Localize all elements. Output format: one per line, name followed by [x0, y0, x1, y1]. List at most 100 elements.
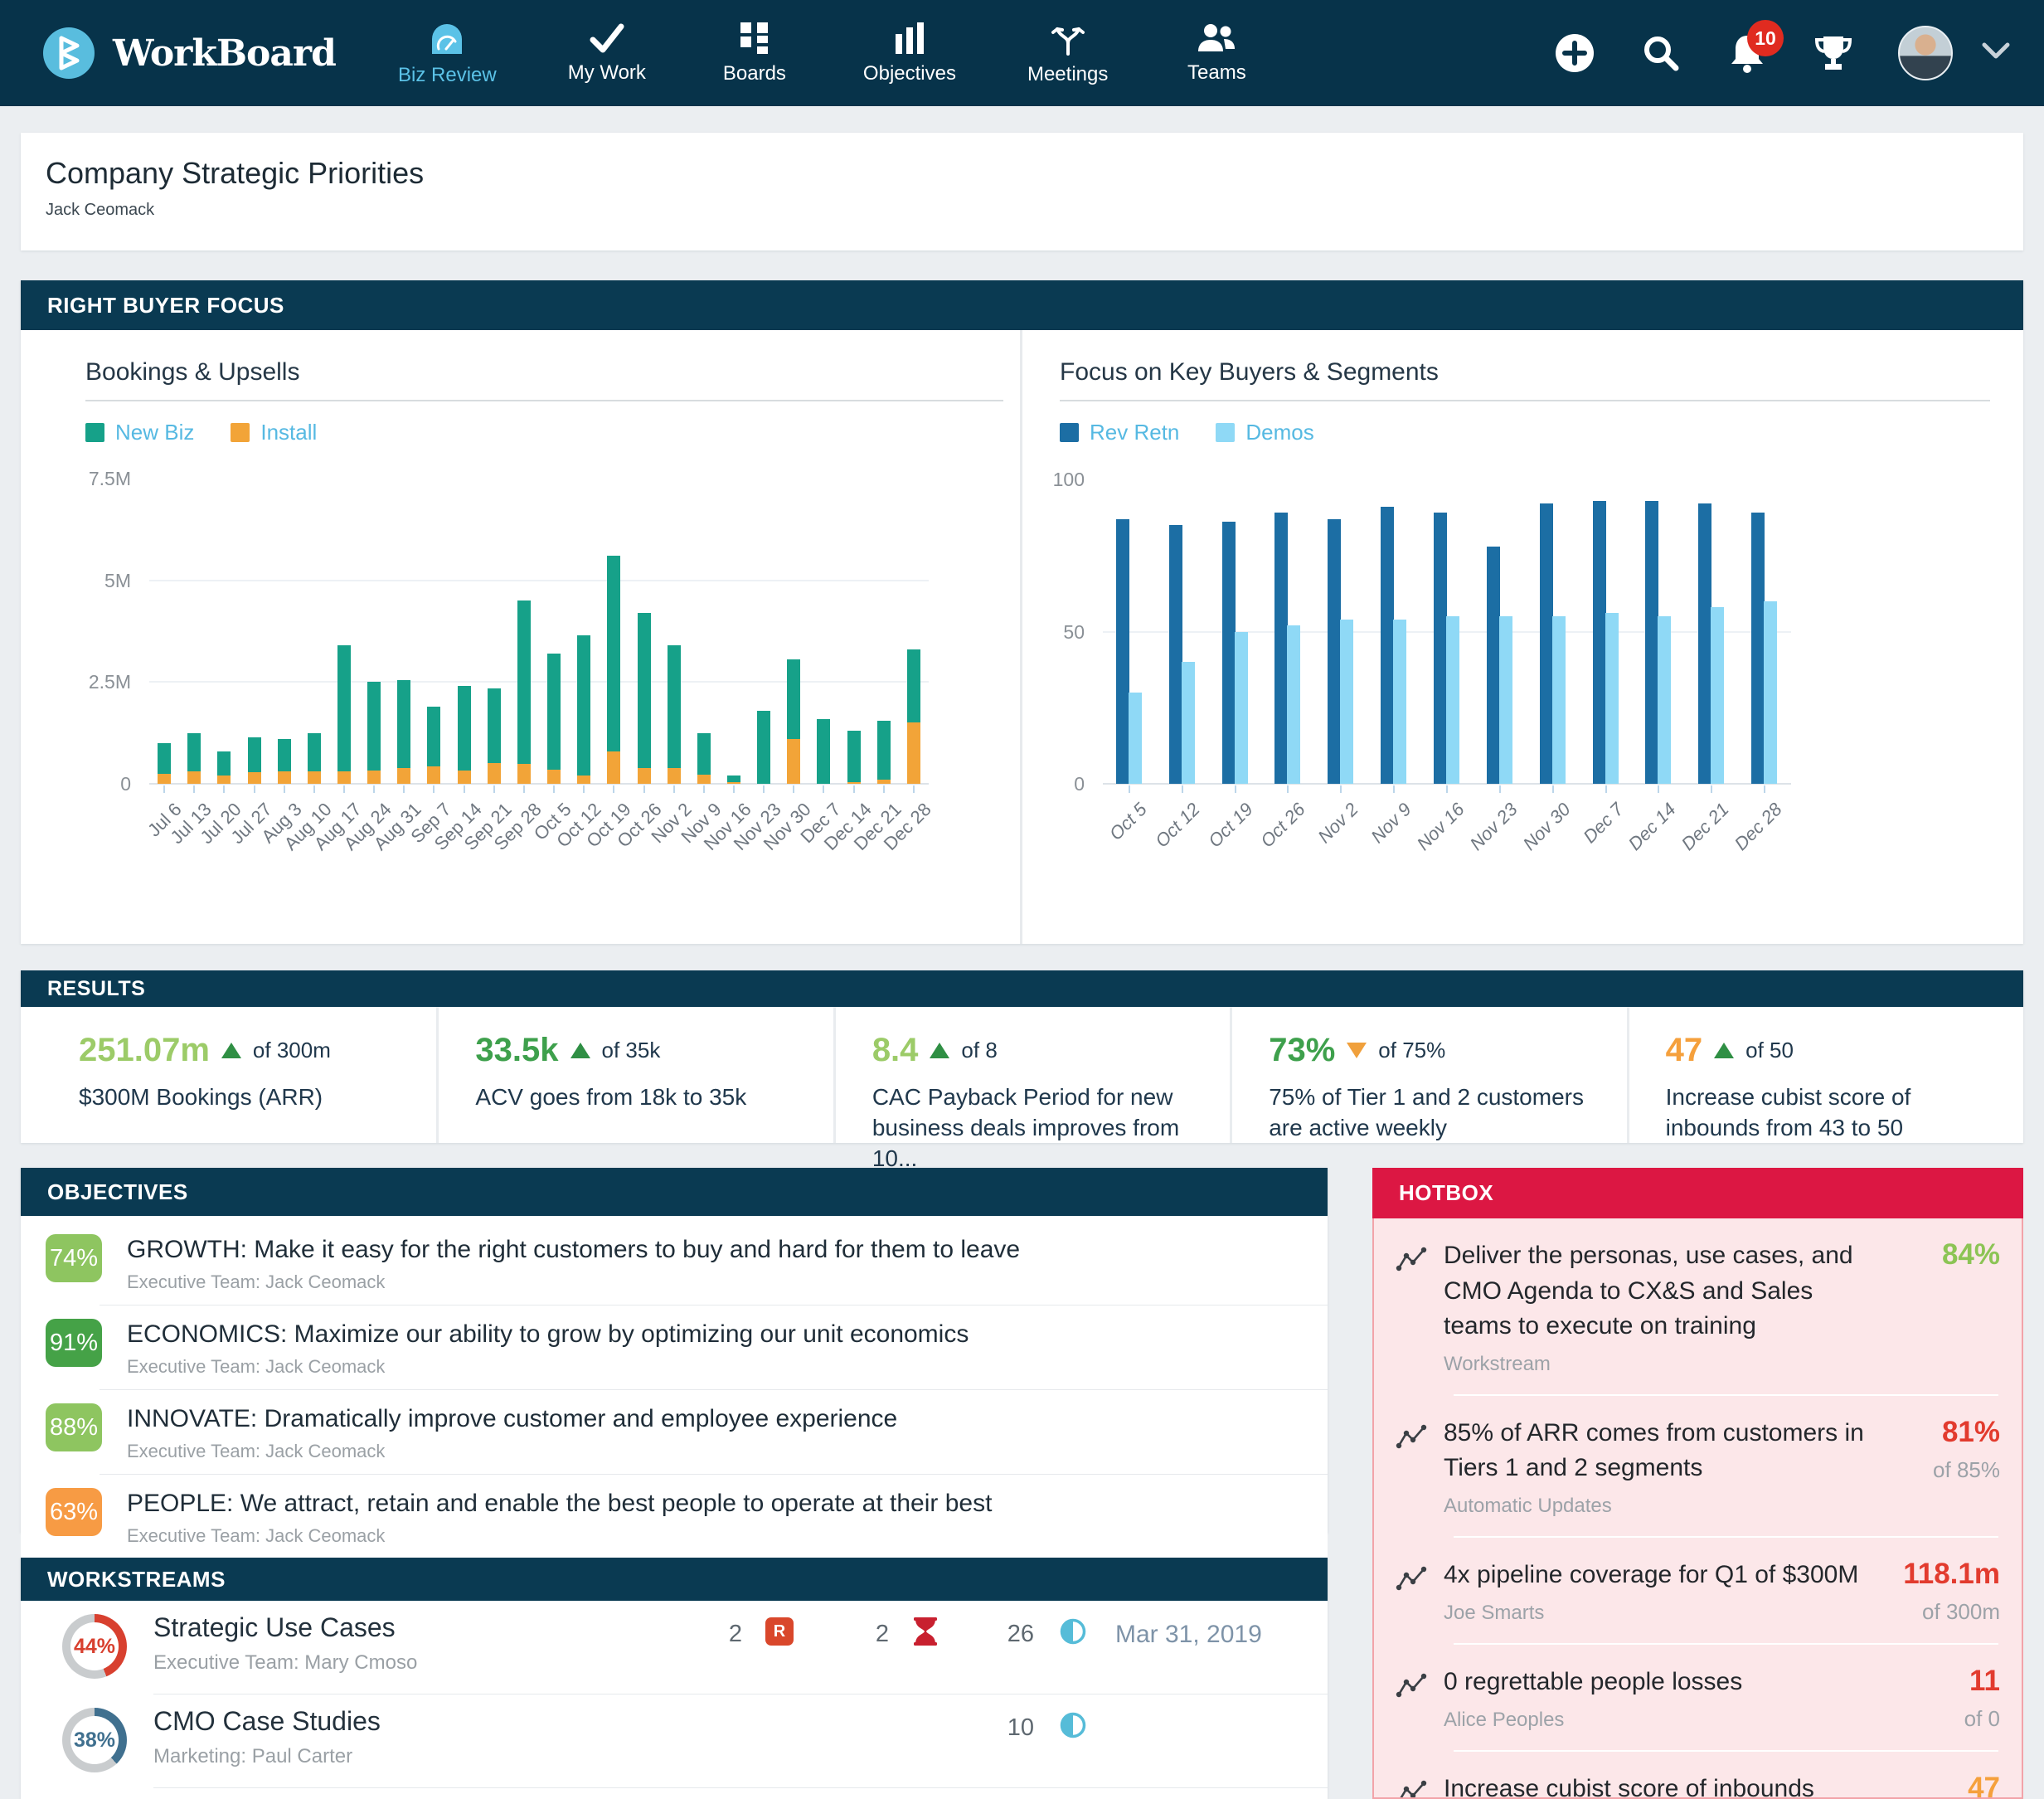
bar-new-biz[interactable] [847, 731, 861, 782]
bar-install[interactable] [337, 771, 351, 784]
nav-item-meetings[interactable]: Meetings [1027, 20, 1108, 86]
bar-rev-retn[interactable] [1168, 525, 1182, 784]
hotbox-item[interactable]: 0 regrettable people losses Alice People… [1374, 1645, 2022, 1750]
bar-new-biz[interactable] [487, 688, 501, 764]
legend-item[interactable]: New Biz [85, 420, 194, 445]
bar-install[interactable] [277, 771, 291, 784]
bar-install[interactable] [158, 773, 172, 784]
bar-rev-retn[interactable] [1221, 522, 1236, 784]
bar-demos[interactable] [1181, 662, 1195, 784]
bar-demos[interactable] [1551, 616, 1566, 784]
bar-new-biz[interactable] [517, 600, 531, 765]
bar-install[interactable] [547, 769, 561, 784]
nav-item-biz-review[interactable]: Biz Review [398, 19, 497, 87]
bar-new-biz[interactable] [217, 751, 231, 776]
add-icon[interactable] [1553, 32, 1596, 75]
search-icon[interactable] [1639, 32, 1682, 75]
bar-install[interactable] [847, 781, 861, 784]
hourglass-icon[interactable] [912, 1617, 939, 1650]
bar-install[interactable] [577, 776, 591, 784]
bar-rev-retn[interactable] [1434, 513, 1447, 784]
bar-demos[interactable] [1764, 600, 1778, 784]
trophy-icon[interactable] [1812, 32, 1855, 75]
bar-rev-retn[interactable] [1645, 500, 1659, 784]
bar-new-biz[interactable] [577, 635, 591, 776]
bar-install[interactable] [697, 775, 711, 784]
chevron-down-icon[interactable] [1981, 41, 2011, 66]
r-badge-icon[interactable]: R [765, 1617, 794, 1646]
objective-row[interactable]: 88% INNOVATE: Dramatically improve custo… [21, 1390, 1328, 1474]
hotbox-item[interactable]: Deliver the personas, use cases, and CMO… [1374, 1218, 2022, 1394]
bar-rev-retn[interactable] [1486, 546, 1500, 784]
bar-install[interactable] [217, 776, 231, 784]
bar-rev-retn[interactable] [1698, 503, 1712, 784]
bar-install[interactable] [457, 770, 471, 784]
legend-item[interactable]: Demos [1216, 420, 1314, 445]
bar-demos[interactable] [1128, 692, 1142, 784]
bar-rev-retn[interactable] [1274, 513, 1289, 784]
workboard-logo[interactable]: WorkBoard [43, 27, 337, 79]
bookings-upsells-chart[interactable]: Bookings & Upsells New Biz Install 0 2.5M 5… [21, 330, 1020, 944]
bar-demos[interactable] [1711, 607, 1725, 784]
bar-demos[interactable] [1446, 616, 1459, 784]
bar-rev-retn[interactable] [1115, 518, 1129, 784]
bar-new-biz[interactable] [876, 720, 891, 780]
bar-new-biz[interactable] [607, 556, 621, 751]
bar-demos[interactable] [1658, 616, 1672, 784]
bar-new-biz[interactable] [397, 679, 411, 769]
bar-new-biz[interactable] [307, 732, 321, 772]
notifications-bell-icon[interactable]: 10 [1726, 20, 1784, 75]
workstream-row[interactable]: 44% Strategic Use Cases Executive Team: … [21, 1601, 1328, 1694]
result-card[interactable]: 251.07m of 300m $300M Bookings (ARR) [21, 1007, 436, 1143]
bar-new-biz[interactable] [727, 776, 740, 782]
bar-new-biz[interactable] [697, 732, 711, 776]
user-avatar[interactable] [1898, 26, 1953, 80]
bar-install[interactable] [607, 751, 621, 784]
half-circle-icon[interactable] [1059, 1617, 1087, 1650]
bar-new-biz[interactable] [457, 686, 471, 771]
nav-item-my-work[interactable]: My Work [568, 22, 646, 85]
bar-demos[interactable] [1234, 631, 1248, 784]
bar-new-biz[interactable] [158, 742, 172, 774]
workstream-row[interactable]: 38% CMO Case Studies Marketing: Paul Car… [21, 1694, 1328, 1787]
legend-item[interactable]: Install [231, 420, 317, 445]
bar-demos[interactable] [1287, 625, 1301, 784]
bar-new-biz[interactable] [906, 649, 920, 723]
bar-install[interactable] [637, 768, 651, 784]
bar-install[interactable] [397, 768, 411, 784]
bar-install[interactable] [187, 771, 201, 784]
bar-install[interactable] [906, 722, 920, 784]
bar-install[interactable] [367, 771, 381, 784]
bar-new-biz[interactable] [817, 718, 831, 784]
bar-install[interactable] [247, 772, 261, 784]
bar-install[interactable] [427, 766, 441, 784]
bar-new-biz[interactable] [757, 710, 771, 784]
legend-item[interactable]: Rev Retn [1060, 420, 1179, 445]
nav-item-teams[interactable]: Teams [1179, 22, 1254, 85]
bar-demos[interactable] [1605, 613, 1619, 784]
bar-install[interactable] [787, 739, 801, 784]
result-card[interactable]: 73% of 75% 75% of Tier 1 and 2 customers… [1230, 1007, 1626, 1143]
bar-new-biz[interactable] [247, 737, 261, 773]
bar-install[interactable] [517, 764, 531, 784]
bar-demos[interactable] [1340, 619, 1354, 784]
bar-install[interactable] [727, 781, 740, 784]
bar-new-biz[interactable] [337, 645, 351, 772]
bar-rev-retn[interactable] [1751, 513, 1765, 784]
bar-rev-retn[interactable] [1592, 500, 1606, 784]
hotbox-item[interactable]: 4x pipeline coverage for Q1 of $300M Joe… [1374, 1538, 2022, 1643]
bar-demos[interactable] [1393, 619, 1407, 784]
result-card[interactable]: 33.5k of 35k ACV goes from 18k to 35k [436, 1007, 833, 1143]
bar-install[interactable] [307, 771, 321, 784]
bar-new-biz[interactable] [277, 739, 291, 772]
half-circle-icon[interactable] [1059, 1711, 1087, 1743]
bar-new-biz[interactable] [637, 612, 651, 769]
objective-row[interactable]: 74% GROWTH: Make it easy for the right c… [21, 1221, 1328, 1305]
key-buyers-segments-chart[interactable]: Focus on Key Buyers & Segments Rev Retn D… [1022, 330, 2023, 944]
bar-rev-retn[interactable] [1539, 503, 1553, 784]
bar-install[interactable] [487, 763, 501, 784]
bar-install[interactable] [667, 768, 681, 784]
result-card[interactable]: 47 of 50 Increase cubist score of inboun… [1626, 1007, 2023, 1143]
bar-rev-retn[interactable] [1381, 507, 1395, 784]
bar-new-biz[interactable] [547, 654, 561, 770]
